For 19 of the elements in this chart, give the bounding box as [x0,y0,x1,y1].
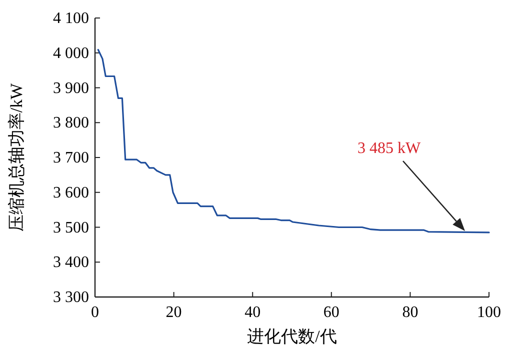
y-tick-label: 3 300 [53,289,89,306]
x-axis-title: 进化代数/代 [247,327,337,346]
y-tick-label: 3 400 [53,254,89,272]
annotation: 3 485 kW [357,140,422,157]
x-tick-label: 20 [166,304,182,321]
y-tick-label: 3 800 [53,114,89,132]
x-tick-label: 60 [323,304,340,321]
y-tick-label: 3 700 [53,150,89,166]
x-tick-label: 80 [402,304,418,321]
y-tick-label: 4 000 [53,44,89,62]
x-tick-label: 40 [244,304,261,321]
x-tick-label: 0 [91,304,99,321]
y-tick-label: 3 500 [53,219,89,236]
y-tick-label: 3 600 [53,184,89,202]
line-series [97,48,490,234]
y-tick-label: 4 100 [53,10,89,27]
y-axis-title: 压缩机总轴功率/kW [7,82,26,232]
x-tick-label: 100 [477,304,501,321]
y-tick-label: 3 900 [53,80,89,97]
